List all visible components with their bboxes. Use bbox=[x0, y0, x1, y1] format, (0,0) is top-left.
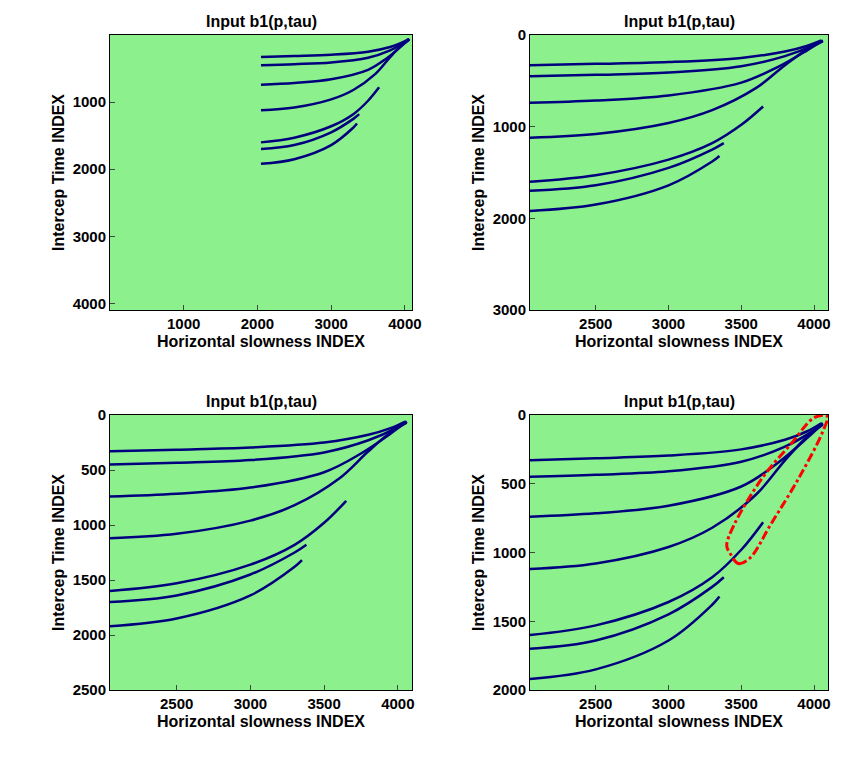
svg-text:500: 500 bbox=[501, 475, 526, 492]
svg-text:2500: 2500 bbox=[579, 315, 612, 332]
svg-text:2000: 2000 bbox=[493, 210, 526, 227]
svg-text:Intercep Time INDEX: Intercep Time INDEX bbox=[50, 474, 67, 631]
svg-text:Intercep Time INDEX: Intercep Time INDEX bbox=[470, 94, 487, 251]
svg-text:1000: 1000 bbox=[73, 516, 106, 533]
svg-text:3000: 3000 bbox=[234, 695, 267, 712]
svg-text:Horizontal slowness INDEX: Horizontal slowness INDEX bbox=[575, 713, 783, 730]
svg-text:2500: 2500 bbox=[160, 695, 193, 712]
svg-text:3000: 3000 bbox=[652, 315, 685, 332]
svg-text:3000: 3000 bbox=[314, 315, 347, 332]
svg-text:3500: 3500 bbox=[725, 695, 758, 712]
svg-text:1500: 1500 bbox=[73, 571, 106, 588]
svg-text:1000: 1000 bbox=[493, 544, 526, 561]
svg-text:3000: 3000 bbox=[73, 228, 106, 245]
svg-text:0: 0 bbox=[518, 406, 526, 423]
svg-text:4000: 4000 bbox=[381, 695, 414, 712]
svg-text:Intercep Time INDEX: Intercep Time INDEX bbox=[470, 474, 487, 631]
svg-text:Horizontal slowness INDEX: Horizontal slowness INDEX bbox=[157, 713, 365, 730]
svg-text:Input b1(p,tau): Input b1(p,tau) bbox=[624, 13, 735, 30]
svg-text:2000: 2000 bbox=[73, 160, 106, 177]
svg-text:4000: 4000 bbox=[388, 315, 421, 332]
svg-text:3000: 3000 bbox=[652, 695, 685, 712]
svg-text:Intercep Time INDEX: Intercep Time INDEX bbox=[50, 94, 67, 251]
svg-text:Horizontal slowness INDEX: Horizontal slowness INDEX bbox=[575, 333, 783, 350]
svg-text:4000: 4000 bbox=[797, 695, 830, 712]
svg-text:500: 500 bbox=[81, 461, 106, 478]
svg-text:1500: 1500 bbox=[493, 613, 526, 630]
svg-text:Input b1(p,tau): Input b1(p,tau) bbox=[624, 393, 735, 410]
svg-text:1000: 1000 bbox=[167, 315, 200, 332]
svg-text:0: 0 bbox=[518, 26, 526, 43]
svg-text:1000: 1000 bbox=[73, 93, 106, 110]
svg-text:4000: 4000 bbox=[73, 295, 106, 312]
svg-text:2500: 2500 bbox=[579, 695, 612, 712]
svg-text:Input b1(p,tau): Input b1(p,tau) bbox=[206, 393, 317, 410]
svg-text:4000: 4000 bbox=[797, 315, 830, 332]
svg-text:1000: 1000 bbox=[493, 118, 526, 135]
svg-text:2000: 2000 bbox=[73, 626, 106, 643]
svg-text:3000: 3000 bbox=[493, 301, 526, 318]
svg-text:3500: 3500 bbox=[725, 315, 758, 332]
svg-text:Horizontal slowness INDEX: Horizontal slowness INDEX bbox=[157, 333, 365, 350]
svg-text:3500: 3500 bbox=[307, 695, 340, 712]
svg-text:0: 0 bbox=[98, 406, 106, 423]
svg-text:2000: 2000 bbox=[493, 681, 526, 698]
svg-text:Input b1(p,tau): Input b1(p,tau) bbox=[206, 13, 317, 30]
svg-text:2000: 2000 bbox=[241, 315, 274, 332]
svg-text:2500: 2500 bbox=[73, 681, 106, 698]
